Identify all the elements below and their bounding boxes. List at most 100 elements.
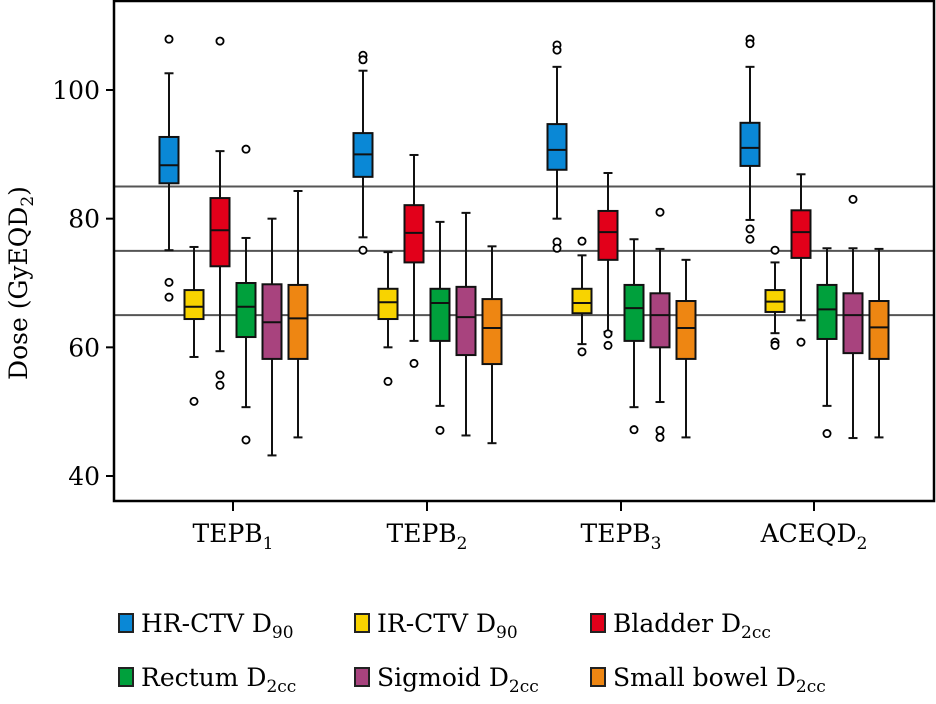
box-ir-ctv-dgroup-1 — [183, 245, 205, 406]
box-iqr — [623, 283, 645, 342]
box-iqr — [481, 298, 503, 366]
box-iqr — [429, 287, 451, 342]
box-rectum-dgroup-2 — [429, 220, 451, 435]
outlier-point — [603, 329, 613, 339]
outlier-point — [241, 435, 251, 445]
box-small-bowel-dgroup-4 — [868, 247, 890, 439]
plot-frame — [112, 0, 936, 503]
box-small-bowel-dgroup-2 — [481, 245, 503, 445]
outlier-point — [848, 194, 858, 204]
outlier-point — [215, 36, 225, 46]
outlier-point — [552, 45, 562, 55]
outlier-point — [655, 425, 665, 435]
legend-item: Sigmoid D2cc — [354, 662, 590, 697]
legend-item: Bladder D2cc — [590, 608, 771, 643]
box-hr-ctv-dgroup-1 — [158, 34, 180, 302]
outlier-point — [577, 347, 587, 357]
outlier-point — [655, 432, 665, 442]
box-ir-ctv-dgroup-3 — [571, 236, 593, 357]
legend-swatch — [118, 667, 134, 687]
legend-item: IR-CTV D90 — [354, 608, 590, 643]
outlier-point — [577, 236, 587, 246]
y-tick-label: 100 — [52, 76, 100, 105]
legend-label: Sigmoid D2cc — [377, 662, 539, 697]
outlier-point — [552, 243, 562, 253]
box-iqr — [816, 283, 838, 340]
box-rectum-dgroup-4 — [816, 247, 838, 439]
legend-label: IR-CTV D90 — [377, 608, 518, 643]
box-iqr — [158, 135, 180, 185]
box-bladder-dgroup-4 — [790, 173, 812, 347]
legend-swatch — [354, 613, 370, 633]
outlier-point — [770, 340, 780, 350]
box-iqr — [739, 121, 761, 167]
outlier-point — [409, 358, 419, 368]
box-iqr — [571, 287, 593, 315]
outlier-point — [358, 245, 368, 255]
outlier-point — [241, 144, 251, 154]
legend-swatch — [118, 613, 134, 633]
legend-label: Rectum D2cc — [141, 662, 297, 697]
outlier-point — [629, 425, 639, 435]
box-bladder-dgroup-1 — [209, 36, 231, 390]
outlier-point — [164, 277, 174, 287]
boxes — [158, 34, 890, 457]
box-iqr — [868, 300, 890, 360]
box-small-bowel-dgroup-1 — [287, 190, 309, 439]
box-ir-ctv-dgroup-4 — [764, 245, 786, 350]
y-tick-label: 40 — [68, 462, 100, 491]
outlier-point — [770, 245, 780, 255]
box-sigmoid-dgroup-1 — [261, 217, 283, 457]
box-iqr — [235, 282, 257, 339]
x-tick-label: TEPB3 — [581, 519, 662, 554]
box-small-bowel-dgroup-3 — [675, 258, 697, 439]
legend-row: HR-CTV D90 IR-CTV D90 Bladder D2cc — [118, 596, 936, 650]
outlier-point — [164, 292, 174, 302]
outlier-point — [215, 380, 225, 390]
y-axis: 40 60 80 100 — [52, 76, 114, 491]
box-hr-ctv-dgroup-2 — [352, 50, 374, 255]
outlier-point — [358, 55, 368, 65]
x-tick-label: TEPB2 — [387, 519, 468, 554]
box-iqr — [842, 292, 864, 355]
box-iqr — [287, 283, 309, 360]
box-iqr — [455, 285, 477, 357]
box-iqr — [790, 209, 812, 259]
boxplot-chart: 40 60 80 100 TEPB1 TEPB2 TEPB3 ACEQD2 Dose (Gy… — [4, 0, 936, 554]
box-sigmoid-dgroup-3 — [649, 207, 671, 442]
y-tick-label: 60 — [68, 333, 100, 362]
y-tick-label: 80 — [68, 205, 100, 234]
legend-swatch — [590, 613, 606, 633]
outlier-point — [745, 39, 755, 49]
outlier-point — [745, 234, 755, 244]
legend-row: Rectum D2cc Sigmoid D2cc Small bowel D2cc — [118, 650, 936, 704]
outlier-point — [796, 337, 806, 347]
box-iqr — [546, 123, 568, 171]
outlier-point — [603, 340, 613, 350]
legend-swatch — [354, 667, 370, 687]
box-iqr — [183, 289, 205, 321]
box-iqr — [209, 197, 231, 268]
box-iqr — [649, 292, 671, 349]
box-iqr — [377, 287, 399, 321]
outlier-point — [215, 370, 225, 380]
outlier-point — [189, 396, 199, 406]
box-rectum-dgroup-1 — [235, 144, 257, 445]
x-tick-label: ACEQD2 — [760, 519, 868, 554]
legend-item: Small bowel D2cc — [590, 662, 826, 697]
box-rectum-dgroup-3 — [623, 238, 645, 435]
y-axis-title: Dose (GyEQD2) — [4, 186, 38, 380]
outlier-point — [655, 207, 665, 217]
outlier-point — [383, 376, 393, 386]
box-ir-ctv-dgroup-2 — [377, 251, 399, 386]
legend-label: Bladder D2cc — [613, 608, 771, 643]
outlier-point — [822, 429, 832, 439]
outlier-point — [435, 425, 445, 435]
box-iqr — [597, 209, 619, 261]
legend-item: Rectum D2cc — [118, 662, 354, 697]
box-hr-ctv-dgroup-4 — [739, 34, 761, 244]
legend-label: Small bowel D2cc — [613, 662, 826, 697]
legend-item: HR-CTV D90 — [118, 609, 354, 641]
x-axis: TEPB1 TEPB2 TEPB3 ACEQD2 — [193, 501, 868, 554]
outlier-point — [164, 34, 174, 44]
